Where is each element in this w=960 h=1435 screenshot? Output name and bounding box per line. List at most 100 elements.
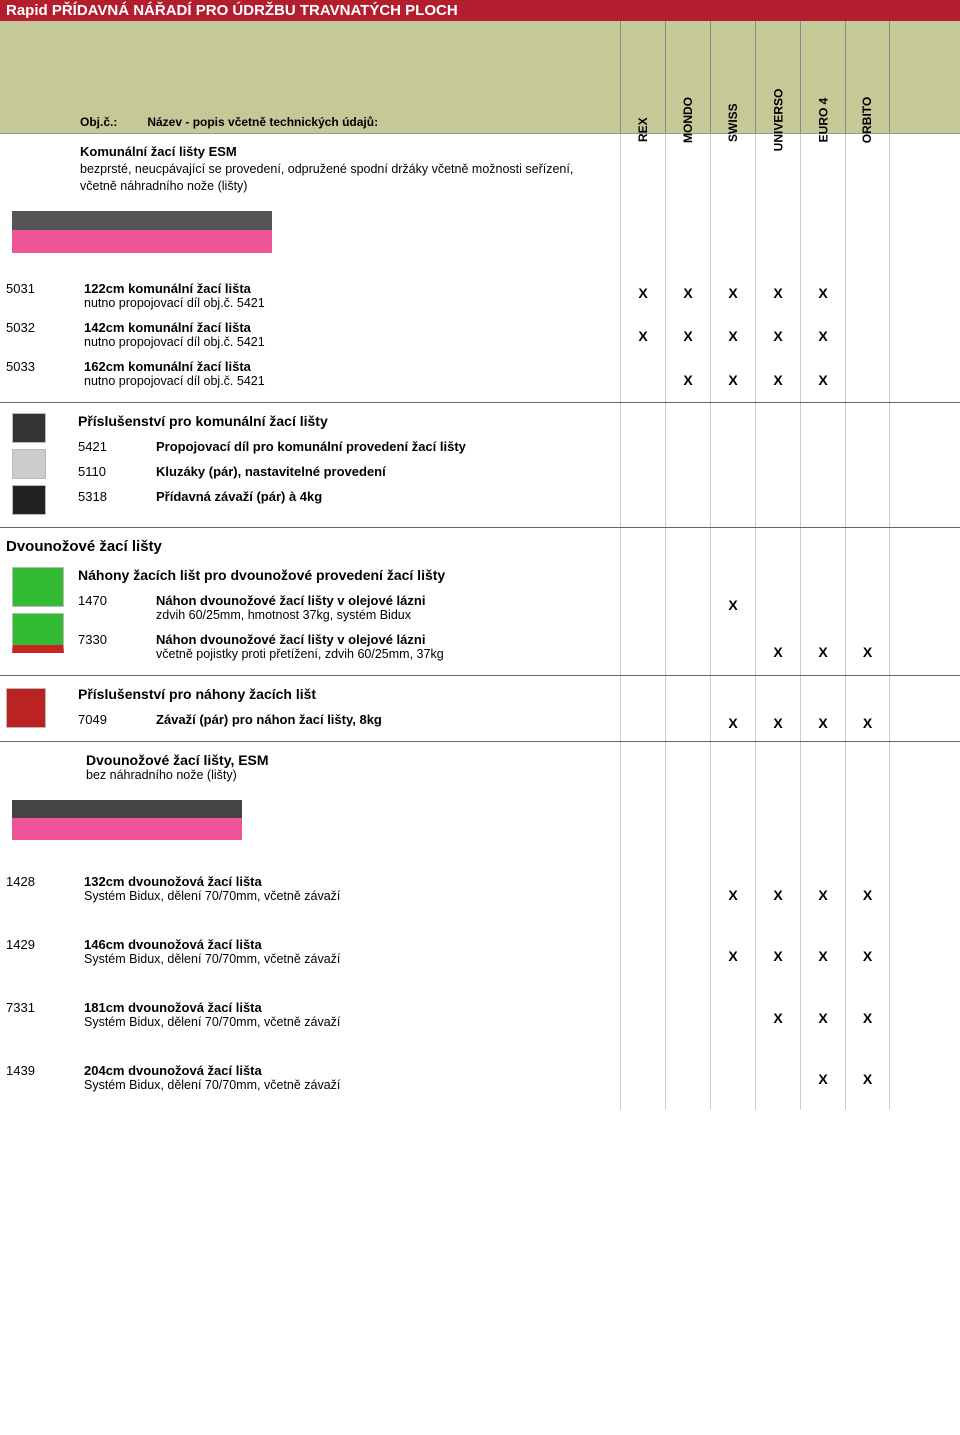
xrow: X X X X X — [620, 271, 960, 315]
xrow: X X X X — [620, 358, 960, 402]
group3-subheading: Náhony žacích lišt pro dvounožové proved… — [78, 567, 612, 583]
xcell — [620, 582, 665, 629]
xcell — [620, 864, 665, 926]
list-item: 1429 146cm dvounožová žací lišta Systém … — [6, 937, 612, 966]
group4-heading: Příslušenství pro náhony žacích lišt — [78, 686, 612, 702]
xcell — [710, 1048, 755, 1110]
group4-cols: X X X X — [620, 676, 960, 741]
item-sub: zdvih 60/25mm, hmotnost 37kg, systém Bid… — [156, 608, 612, 622]
xcell — [800, 676, 845, 706]
group2-left: Příslušenství pro komunální žací lišty 5… — [0, 403, 620, 527]
list-item: 5318 Přídavná závaží (pár) à 4kg — [78, 489, 612, 504]
group4: Příslušenství pro náhony žacích lišt 704… — [0, 676, 960, 742]
xcell — [665, 742, 710, 864]
model-columns: REX MONDO SWISS UNIVERSO EURO 4 ORBITO — [620, 21, 890, 133]
group5-cols — [620, 742, 890, 864]
item-code: 5033 — [6, 359, 84, 388]
item-sub: nutno propojovací díl obj.č. 5421 — [84, 374, 612, 388]
xcell — [845, 134, 890, 207]
xcell — [620, 207, 665, 271]
group3-left: Dvounožové žací lišty Náhony žacích lišt… — [0, 528, 620, 675]
list-item: 7331 181cm dvounožová žací lišta Systém … — [6, 1000, 612, 1029]
xcell — [710, 528, 755, 582]
xcell: X — [800, 628, 845, 675]
xcell — [755, 676, 800, 706]
product-image-icon — [12, 800, 242, 840]
group3-icons — [6, 567, 78, 663]
item-title: Závaží (pár) pro náhon žací lišty, 8kg — [156, 712, 612, 727]
list-item: 7049 Závaží (pár) pro náhon žací lišty, … — [78, 712, 612, 727]
xcell: X — [710, 925, 755, 987]
group3-cols: X X X X — [620, 528, 960, 675]
xcell: X — [800, 987, 845, 1049]
item-code: 5031 — [6, 281, 84, 310]
xcell — [665, 987, 710, 1049]
group2: Příslušenství pro komunální žací lišty 5… — [0, 403, 960, 528]
xcell: X — [845, 864, 890, 926]
xcell — [710, 134, 755, 207]
xcell: X — [800, 864, 845, 926]
xrow: X X X — [620, 987, 960, 1049]
col-label: MONDO — [681, 97, 695, 143]
xcell — [665, 628, 710, 675]
item-title: Kluzáky (pár), nastavitelné provedení — [156, 464, 612, 479]
group1: 5031 122cm komunální žací lišta nutno pr… — [0, 271, 960, 403]
xcell — [710, 676, 755, 706]
col-euro4: EURO 4 — [800, 21, 845, 133]
list-item: 5110 Kluzáky (pár), nastavitelné provede… — [78, 464, 612, 479]
page-title-bar: Rapid PŘÍDAVNÁ NÁŘADÍ PRO ÚDRŽBU TRAVNAT… — [0, 0, 960, 21]
group5: Dvounožové žací lišty, ESM bez náhradníh… — [0, 742, 960, 864]
xcell: X — [710, 582, 755, 629]
xcell: X — [620, 271, 665, 315]
xrow: X X X X X — [620, 314, 960, 358]
col-orbito: ORBITO — [845, 21, 890, 133]
col-universo: UNIVERSO — [755, 21, 800, 133]
item-sub: Systém Bidux, dělení 70/70mm, včetně záv… — [84, 1015, 612, 1029]
xcell: X — [710, 864, 755, 926]
subheader-left: Obj.č.: Název - popis včetně technických… — [0, 109, 620, 133]
xcell — [845, 582, 890, 629]
xcell — [620, 706, 665, 741]
xcell: X — [800, 925, 845, 987]
xcell — [845, 358, 890, 402]
xrow: X X — [620, 1048, 960, 1110]
group5-sub: bez náhradního nože (lišty) — [86, 768, 612, 782]
xcell — [755, 207, 800, 271]
col-label: UNIVERSO — [771, 89, 785, 152]
xcell: X — [755, 358, 800, 402]
list-item: 5421 Propojovací díl pro komunální prove… — [78, 439, 612, 454]
group6-left: 1428 132cm dvounožová žací lišta Systém … — [0, 864, 620, 1110]
xcell: X — [755, 314, 800, 358]
xcell: X — [755, 628, 800, 675]
xcell: X — [800, 706, 845, 741]
drive-icon — [12, 613, 64, 653]
xcell — [800, 528, 845, 582]
intro-title: Komunální žací lišty ESM — [80, 144, 612, 159]
xcell — [800, 742, 845, 864]
item-title: 181cm dvounožová žací lišta — [84, 1000, 612, 1015]
xcell — [665, 403, 710, 527]
xcell — [665, 1048, 710, 1110]
xcell: X — [710, 314, 755, 358]
item-sub: včetně pojistky proti přetížení, zdvih 6… — [156, 647, 612, 661]
xcell — [665, 864, 710, 926]
xcell — [800, 134, 845, 207]
xcell — [620, 1048, 665, 1110]
xcell — [845, 403, 890, 527]
list-item: 5031 122cm komunální žací lišta nutno pr… — [6, 281, 612, 310]
group3: Dvounožové žací lišty Náhony žacích lišt… — [0, 528, 960, 676]
xcell — [665, 676, 710, 706]
xcell: X — [755, 864, 800, 926]
item-title: Náhon dvounožové žací lišty v olejové lá… — [156, 632, 612, 647]
list-item: 7330 Náhon dvounožové žací lišty v olejo… — [78, 632, 612, 661]
xcell — [845, 528, 890, 582]
xrow-spacer — [620, 676, 960, 706]
list-item: 1439 204cm dvounožová žací lišta Systém … — [6, 1063, 612, 1092]
product-image-icon — [12, 211, 272, 253]
list-item: 1428 132cm dvounožová žací lišta Systém … — [6, 874, 612, 903]
item-title: Přídavná závaží (pár) à 4kg — [156, 489, 612, 504]
xcell — [755, 742, 800, 864]
col-rex: REX — [620, 21, 665, 133]
intro-left: Komunální žací lišty ESM bezprsté, neucp… — [0, 134, 620, 207]
item-title: 162cm komunální žací lišta — [84, 359, 612, 374]
